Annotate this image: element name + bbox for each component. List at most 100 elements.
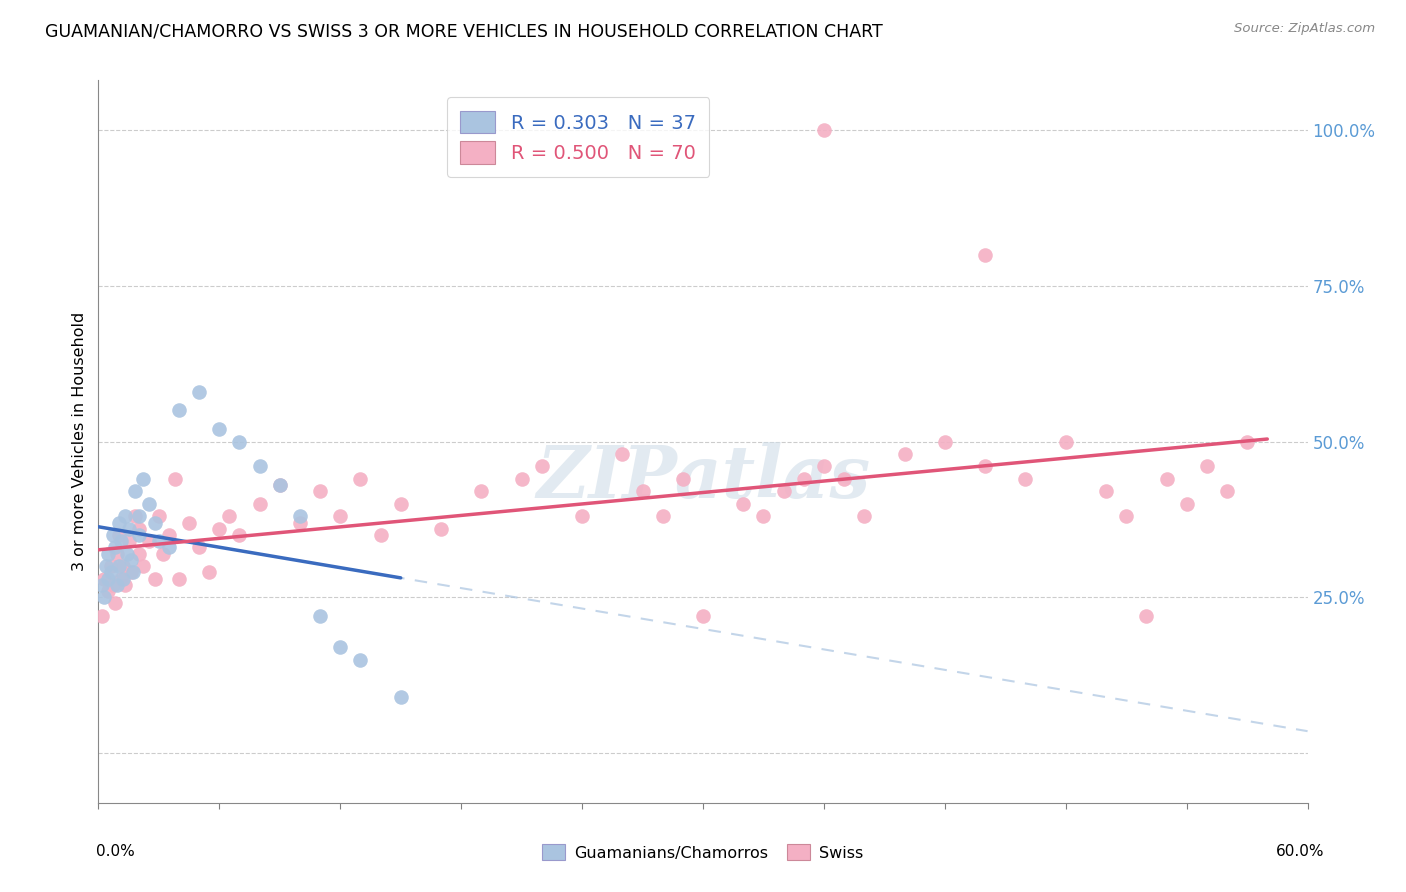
Point: [100, 566, 122, 580]
Point: [470, 484, 492, 499]
Point: [934, 434, 956, 449]
Point: [813, 459, 835, 474]
Point: [510, 472, 533, 486]
Point: [1216, 484, 1239, 499]
Point: [208, 422, 231, 436]
Text: 60.0%: 60.0%: [1277, 845, 1324, 859]
Point: [124, 484, 146, 499]
Point: [103, 541, 125, 555]
Point: [1054, 434, 1077, 449]
Point: [631, 484, 654, 499]
Point: [1014, 472, 1036, 486]
Text: ZIPatlas: ZIPatlas: [536, 442, 870, 513]
Point: [813, 123, 835, 137]
Point: [120, 553, 142, 567]
Point: [115, 547, 138, 561]
Point: [110, 572, 132, 586]
Point: [389, 497, 412, 511]
Point: [309, 484, 332, 499]
Point: [121, 566, 143, 580]
Point: [148, 534, 170, 549]
Point: [128, 528, 150, 542]
Point: [128, 509, 150, 524]
Point: [974, 248, 997, 262]
Point: [389, 690, 412, 704]
Point: [188, 541, 211, 555]
Point: [832, 472, 855, 486]
Point: [167, 572, 190, 586]
Point: [138, 497, 160, 511]
Point: [571, 509, 593, 524]
Point: [100, 559, 122, 574]
Point: [143, 516, 166, 530]
Point: [163, 472, 186, 486]
Point: [269, 478, 291, 492]
Point: [107, 559, 129, 574]
Point: [249, 459, 271, 474]
Point: [530, 459, 553, 474]
Point: [105, 547, 128, 561]
Point: [124, 509, 146, 524]
Point: [349, 472, 371, 486]
Point: [120, 566, 142, 580]
Point: [329, 509, 352, 524]
Point: [370, 528, 392, 542]
Point: [752, 509, 775, 524]
Point: [1175, 497, 1198, 511]
Point: [309, 609, 332, 624]
Point: [612, 447, 634, 461]
Point: [96, 559, 118, 574]
Text: Source: ZipAtlas.com: Source: ZipAtlas.com: [1234, 22, 1375, 36]
Point: [97, 572, 120, 586]
Point: [118, 522, 141, 536]
Point: [198, 566, 221, 580]
Point: [91, 609, 114, 624]
Point: [349, 652, 371, 666]
Point: [269, 478, 291, 492]
Point: [128, 547, 150, 561]
Point: [114, 509, 136, 524]
Point: [97, 584, 120, 599]
Point: [1095, 484, 1118, 499]
Point: [157, 541, 180, 555]
Point: [329, 640, 352, 654]
Point: [114, 578, 136, 592]
Point: [110, 534, 132, 549]
Point: [793, 472, 815, 486]
Point: [772, 484, 794, 499]
Point: [228, 528, 250, 542]
Point: [107, 516, 129, 530]
Point: [118, 534, 141, 549]
Point: [132, 559, 155, 574]
Point: [893, 447, 915, 461]
Point: [101, 528, 124, 542]
Point: [107, 528, 129, 542]
Point: [93, 572, 115, 586]
Point: [188, 384, 211, 399]
Point: [1156, 472, 1178, 486]
Point: [105, 578, 128, 592]
Text: 0.0%: 0.0%: [96, 845, 135, 859]
Point: [228, 434, 250, 449]
Point: [692, 609, 714, 624]
Point: [103, 597, 125, 611]
Point: [651, 509, 673, 524]
Point: [974, 459, 997, 474]
Point: [111, 559, 134, 574]
Point: [132, 472, 155, 486]
Point: [143, 572, 166, 586]
Point: [288, 516, 311, 530]
Point: [853, 509, 876, 524]
Point: [1115, 509, 1137, 524]
Legend: Guamanians/Chamorros, Swiss: Guamanians/Chamorros, Swiss: [536, 838, 870, 867]
Point: [1135, 609, 1157, 624]
Text: GUAMANIAN/CHAMORRO VS SWISS 3 OR MORE VEHICLES IN HOUSEHOLD CORRELATION CHART: GUAMANIAN/CHAMORRO VS SWISS 3 OR MORE VE…: [45, 22, 883, 40]
Point: [111, 572, 134, 586]
Point: [249, 497, 271, 511]
Point: [208, 522, 231, 536]
Point: [167, 403, 190, 417]
Point: [733, 497, 755, 511]
Y-axis label: 3 or more Vehicles in Household: 3 or more Vehicles in Household: [72, 312, 87, 571]
Point: [157, 528, 180, 542]
Point: [97, 547, 120, 561]
